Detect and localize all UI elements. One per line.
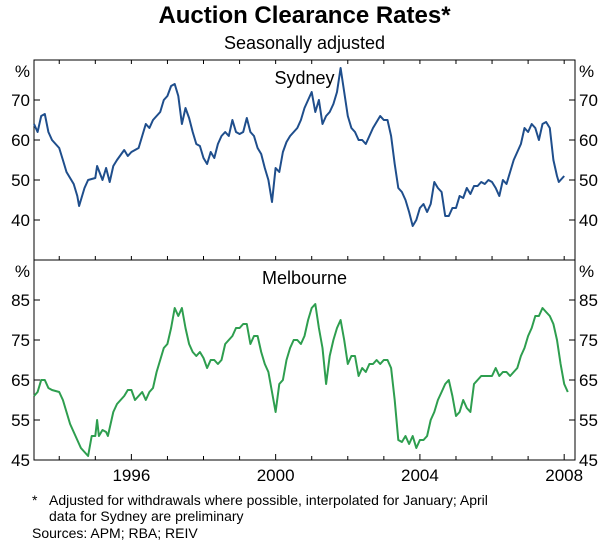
melbourne-ytick-label-right: 85: [579, 291, 598, 310]
footnote-line-1: Adjusted for withdrawals where possible,…: [49, 492, 488, 508]
sydney-ytick-label-right: 60: [579, 131, 598, 150]
sydney-series-line: [33, 67, 565, 227]
footnote-line-2: data for Sydney are preliminary: [49, 508, 244, 524]
melbourne-ytick-label-right: 75: [579, 331, 598, 350]
melbourne-panel: 45 45 55 55 65 65 75 75 85 85% % Melbourne: [11, 262, 598, 470]
melbourne-ytick-label-left: 85: [11, 291, 30, 310]
sydney-panel: 40 40 50 50 60 60 70 70% % Sydney: [11, 62, 598, 230]
melbourne-series-line: [33, 303, 569, 457]
melbourne-ytick-label-left: 75: [11, 331, 30, 350]
chart-title: Auction Clearance Rates*: [158, 2, 451, 29]
footnote-sources: Sources: APM; RBA; REIV: [32, 525, 198, 541]
x-axis: 1996 2000 2004 2008: [58, 60, 583, 485]
sydney-ytick-label-right: 70: [579, 91, 598, 110]
sydney-panel-title: Sydney: [274, 68, 334, 88]
sydney-ytick-label-right: 40: [579, 211, 598, 230]
x-tick-label: 1996: [112, 466, 150, 485]
sydney-ytick-label-left: 50: [11, 171, 30, 190]
sydney-unit-left: %: [15, 62, 30, 81]
x-tick-label: 2008: [545, 466, 583, 485]
melbourne-ytick-label-right: 45: [579, 451, 598, 470]
melbourne-unit-right: %: [579, 262, 594, 281]
x-tick-label: 2004: [401, 466, 439, 485]
melbourne-ytick-label-right: 65: [579, 371, 598, 390]
melbourne-ytick-label-left: 65: [11, 371, 30, 390]
sydney-unit-right: %: [579, 62, 594, 81]
sydney-ytick-label-right: 50: [579, 171, 598, 190]
chart-subtitle: Seasonally adjusted: [223, 33, 386, 53]
melbourne-ytick-label-right: 55: [579, 411, 598, 430]
chart-frame: [33, 59, 576, 461]
footnote-marker: *: [32, 492, 38, 508]
melbourne-panel-title: Melbourne: [262, 268, 347, 288]
melbourne-unit-left: %: [15, 262, 30, 281]
sydney-ytick-label-left: 40: [11, 211, 30, 230]
x-tick-label: 2000: [257, 466, 295, 485]
sydney-ytick-label-left: 70: [11, 91, 30, 110]
melbourne-ytick-label-left: 45: [11, 451, 30, 470]
melbourne-ytick-label-left: 55: [11, 411, 30, 430]
sydney-ytick-label-left: 60: [11, 131, 30, 150]
